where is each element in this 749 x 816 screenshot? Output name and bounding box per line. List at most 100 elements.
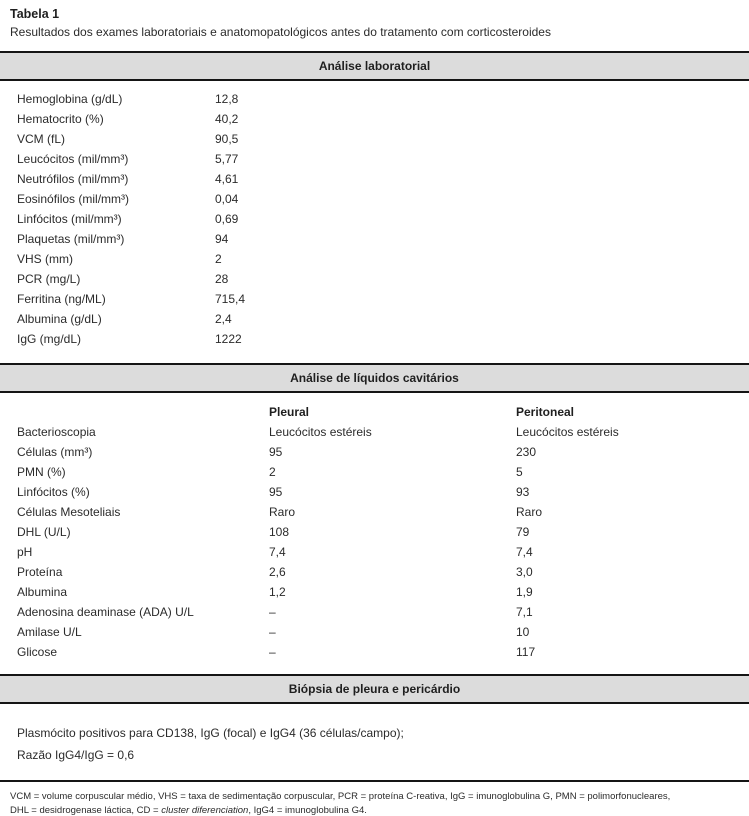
table-row: Adenosina deaminase (ADA) U/L – 7,1 [17, 602, 749, 622]
table-row: Albumina 1,2 1,9 [17, 582, 749, 602]
table-row: Proteína 2,6 3,0 [17, 562, 749, 582]
footnote-divider [0, 780, 749, 782]
row-label: Amilase U/L [17, 625, 82, 639]
lab-results-list: Hemoglobina (g/dL) 12,8 Hematocrito (%) 40,… [0, 81, 749, 349]
table-row: PCR (mg/L) 28 [17, 269, 749, 289]
footnote-line-1: VCM = volume corpuscular médio, VHS = ta… [10, 791, 671, 802]
row-value-peritoneal: 5 [516, 465, 523, 479]
row-value: 715,4 [215, 292, 246, 306]
row-label: Bacterioscopia [17, 425, 96, 439]
row-value-pleural: 2 [269, 465, 276, 479]
table-row: Eosinófilos (mil/mm³) 0,04 [17, 189, 749, 209]
table-row: Linfócitos (mil/mm³) 0,69 [17, 209, 749, 229]
row-value-peritoneal: 10 [516, 625, 530, 639]
row-value-pleural: Raro [269, 505, 296, 519]
row-label: pH [17, 545, 33, 559]
row-value-peritoneal: 7,4 [516, 545, 533, 559]
table-row: Glicose – 117 [17, 642, 749, 662]
section-header-laboratory-label: Análise laboratorial [318, 59, 431, 73]
table-row: Plaquetas (mil/mm³) 94 [17, 229, 749, 249]
row-label: DHL (U/L) [17, 525, 71, 539]
row-value: 94 [215, 232, 229, 246]
row-value: 28 [215, 272, 229, 286]
row-value: 12,8 [215, 92, 239, 106]
row-label: Eosinófilos (mil/mm³) [17, 192, 130, 206]
row-value: 1222 [215, 332, 242, 346]
row-label: Células Mesoteliais [17, 505, 121, 519]
row-label: Hematocrito (%) [17, 112, 104, 126]
row-label: Glicose [17, 645, 58, 659]
row-value-pleural: 108 [269, 525, 290, 539]
row-value-peritoneal: 230 [516, 445, 537, 459]
row-value-peritoneal: 79 [516, 525, 530, 539]
table-row: Leucócitos (mil/mm³) 5,77 [17, 149, 749, 169]
table-row: Bacterioscopia Leucócitos estéreis Leucóci… [17, 422, 749, 442]
row-label: Albumina (g/dL) [17, 312, 102, 326]
fluid-results-list: Bacterioscopia Leucócitos estéreis Leucóci… [0, 422, 749, 662]
row-value-peritoneal: 7,1 [516, 605, 533, 619]
row-label: Plaquetas (mil/mm³) [17, 232, 125, 246]
row-label: VCM (fL) [17, 132, 65, 146]
row-value: 5,77 [215, 152, 239, 166]
table-row: Ferritina (ng/ML) 715,4 [17, 289, 749, 309]
table-row: Neutrófilos (mil/mm³) 4,61 [17, 169, 749, 189]
row-value-peritoneal: Leucócitos estéreis [516, 425, 619, 439]
fluid-column-headers: Pleural Peritoneal [0, 393, 749, 422]
row-value-pleural: – [269, 645, 276, 659]
row-value-pleural: 2,6 [269, 565, 286, 579]
row-value-peritoneal: 1,9 [516, 585, 533, 599]
row-value: 2 [215, 252, 222, 266]
row-label: Ferritina (ng/ML) [17, 292, 106, 306]
table-row: Células (mm³) 95 230 [17, 442, 749, 462]
row-label: PMN (%) [17, 465, 66, 479]
row-value-pleural: – [269, 605, 276, 619]
footnote-line-2-post: , IgG4 = imunoglobulina G4. [248, 804, 367, 816]
biopsy-line-1: Plasmócito positivos para CD138, IgG (fo… [17, 726, 404, 740]
column-header-pleural: Pleural [269, 405, 310, 419]
biopsy-line-2: Razão IgG4/IgG = 0,6 [17, 748, 135, 762]
row-value-peritoneal: 93 [516, 485, 530, 499]
column-header-peritoneal: Peritoneal [516, 405, 575, 419]
row-value-pleural: 1,2 [269, 585, 286, 599]
row-value-peritoneal: Raro [516, 505, 543, 519]
row-label: Hemoglobina (g/dL) [17, 92, 123, 106]
row-label: VHS (mm) [17, 252, 73, 266]
row-value: 90,5 [215, 132, 239, 146]
section-header-laboratory: Análise laboratorial [0, 51, 749, 81]
row-value-pleural: 95 [269, 485, 283, 499]
row-value-pleural: 7,4 [269, 545, 286, 559]
table-row: Amilase U/L – 10 [17, 622, 749, 642]
row-label: Proteína [17, 565, 63, 579]
section-header-fluids: Análise de líquidos cavitários [0, 363, 749, 393]
row-value: 40,2 [215, 112, 239, 126]
row-label: Neutrófilos (mil/mm³) [17, 172, 129, 186]
row-label: Albumina [17, 585, 68, 599]
row-value: 0,69 [215, 212, 239, 226]
table-row: Hemoglobina (g/dL) 12,8 [17, 89, 749, 109]
row-value-pleural: – [269, 625, 276, 639]
row-value-pleural: Leucócitos estéreis [269, 425, 372, 439]
row-label: Linfócitos (mil/mm³) [17, 212, 122, 226]
table-row: PMN (%) 2 5 [17, 462, 749, 482]
table-row: pH 7,4 7,4 [17, 542, 749, 562]
footnote-line-2-italic: cluster diferenciation [161, 804, 249, 816]
footnote-line-2-pre: DHL = desidrogenase láctica, CD = [10, 804, 162, 816]
row-label: PCR (mg/L) [17, 272, 81, 286]
row-label: Leucócitos (mil/mm³) [17, 152, 129, 166]
section-header-biopsy: Biópsia de pleura e pericárdio [0, 674, 749, 704]
section-header-biopsy-label: Biópsia de pleura e pericárdio [288, 682, 461, 696]
row-value: 2,4 [215, 312, 232, 326]
row-value-peritoneal: 3,0 [516, 565, 533, 579]
table-row: Albumina (g/dL) 2,4 [17, 309, 749, 329]
row-value-pleural: 95 [269, 445, 283, 459]
table-row: Células Mesoteliais Raro Raro [17, 502, 749, 522]
row-label: Células (mm³) [17, 445, 93, 459]
section-header-fluids-label: Análise de líquidos cavitários [290, 371, 459, 385]
table-number: Tabela 1 [10, 7, 60, 21]
row-label: Adenosina deaminase (ADA) U/L [17, 605, 194, 619]
table-row: IgG (mg/dL) 1222 [17, 329, 749, 349]
fluid-column-header-row: Pleural Peritoneal [17, 402, 749, 422]
row-value: 4,61 [215, 172, 239, 186]
footnote: VCM = volume corpuscular médio, VHS = ta… [0, 782, 749, 816]
